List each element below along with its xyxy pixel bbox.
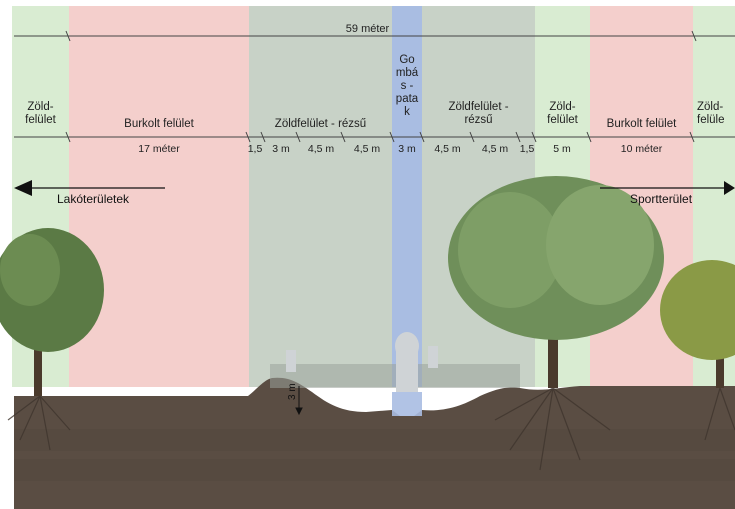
- width-label-stream: 3 m: [398, 143, 416, 155]
- tree-left: [0, 228, 104, 396]
- zone-label-green-left: Zöld- felület: [25, 101, 56, 126]
- zone-label-paved-right: Burkolt felület: [606, 118, 677, 130]
- width-label-slope-b: 4,5 m: [307, 143, 335, 155]
- zone-slope-left: [249, 6, 392, 387]
- zone-paved-left: [69, 6, 249, 387]
- width-label-edge-left: 1,5: [247, 143, 263, 155]
- tree-willow: [448, 176, 664, 388]
- width-label-slope-e: 4,5 m: [481, 143, 509, 155]
- width-ticks: [65, 131, 695, 143]
- zone-label-green-right: Zöld- felüle: [697, 101, 725, 126]
- pond-wall: [270, 364, 520, 388]
- statues: [286, 332, 438, 392]
- width-label-paved-right: 10 méter: [620, 143, 663, 155]
- width-label-green-middle: 5 m: [553, 143, 571, 155]
- width-label-edge-right: 1,5: [519, 143, 535, 155]
- soil-profile: [14, 377, 735, 509]
- arrow-left-icon: [14, 180, 165, 196]
- zone-label-slope-right: Zöldfelület - rézsű: [448, 101, 509, 126]
- soil-texture: [14, 429, 735, 481]
- direction-right-label: Sportterület: [630, 192, 693, 206]
- stream-water: [392, 392, 422, 416]
- zone-label-green-middle: Zöld- felület: [547, 101, 578, 126]
- zone-label-paved-left: Burkolt felület: [124, 118, 194, 130]
- direction-left-label: Lakóterületek: [57, 192, 130, 206]
- width-label-slope-d: 4,5 m: [434, 143, 461, 155]
- width-label-slope-c: 4,5 m: [353, 143, 381, 155]
- width-label-paved-left: 17 méter: [138, 143, 180, 155]
- depth-marker: [295, 386, 303, 416]
- tree-right: [660, 260, 735, 388]
- width-label-slope-a: 3 m: [272, 143, 290, 155]
- total-ticks: [65, 30, 697, 42]
- zone-stream: [392, 6, 422, 387]
- arrow-right-icon: [600, 181, 735, 195]
- depth-label: 3 m: [287, 383, 298, 400]
- total-width-label: 59 méter: [345, 23, 390, 35]
- zone-label-stream: Go mbá s - pata k: [395, 54, 419, 118]
- zone-label-slope-left: Zöldfelület - rézsű: [274, 118, 367, 130]
- roots: [7, 387, 735, 471]
